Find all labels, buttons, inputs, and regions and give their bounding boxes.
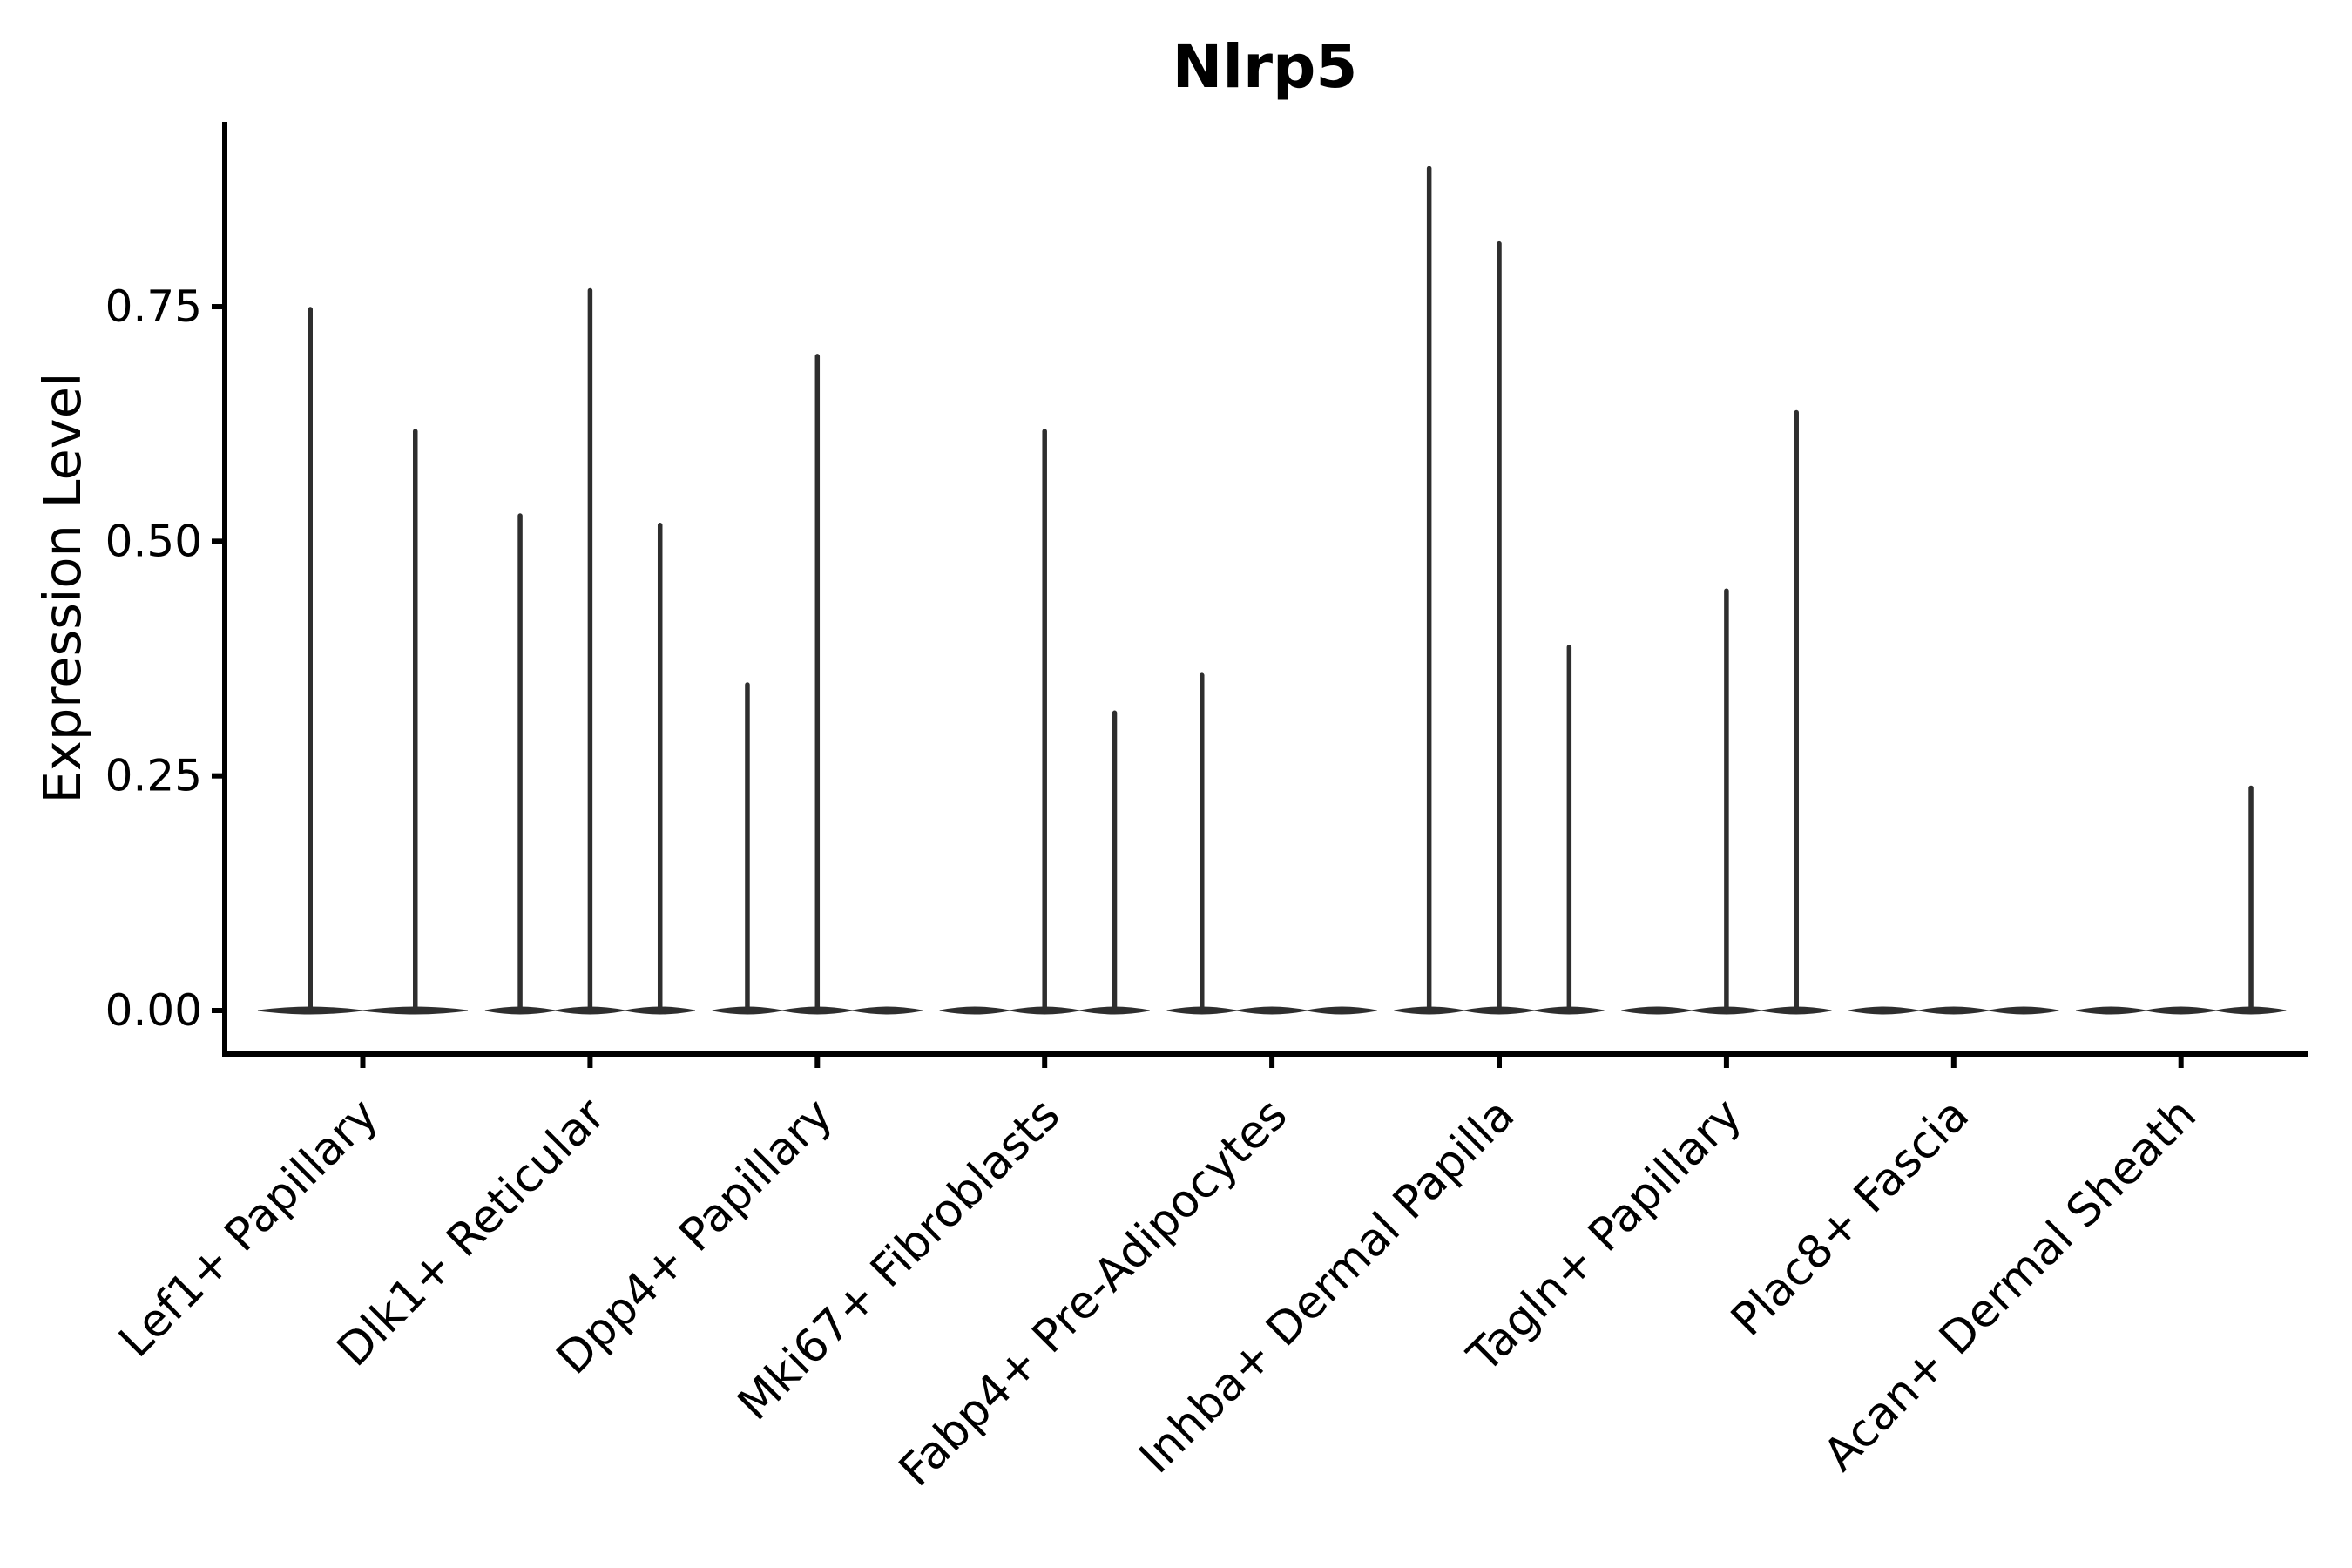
x-category-label: Plac8+ Fascia bbox=[1721, 1089, 1979, 1347]
violins-layer bbox=[257, 166, 2287, 1015]
violin-base bbox=[1307, 1006, 1377, 1015]
y-axis-ticks: 0.00 0.25 0.50 0.75 bbox=[105, 281, 225, 1036]
violin-base bbox=[2146, 1006, 2216, 1015]
y-tick-label: 0.00 bbox=[105, 985, 202, 1036]
y-axis-title: Expression Level bbox=[32, 373, 92, 804]
chart-title: Nlrp5 bbox=[1173, 32, 1358, 102]
violin-base bbox=[1848, 1006, 1919, 1015]
violin-base bbox=[1236, 1006, 1308, 1015]
violin-base bbox=[852, 1006, 923, 1015]
y-tick-label: 0.75 bbox=[105, 281, 202, 332]
y-tick-label: 0.50 bbox=[105, 516, 202, 566]
violin-base bbox=[1621, 1006, 1692, 1015]
violin-base bbox=[2076, 1006, 2146, 1015]
x-category-label: Acan+ Dermal Sheath bbox=[1814, 1089, 2207, 1482]
violin-base bbox=[1988, 1006, 2059, 1015]
y-tick-label: 0.25 bbox=[105, 751, 202, 801]
x-category-label: Inhba+ Dermal Papilla bbox=[1130, 1089, 1524, 1484]
violin-base bbox=[939, 1006, 1010, 1015]
violin-base bbox=[1918, 1006, 1990, 1015]
x-category-label: Fabp4+ Pre-Adipocytes bbox=[889, 1089, 1297, 1497]
